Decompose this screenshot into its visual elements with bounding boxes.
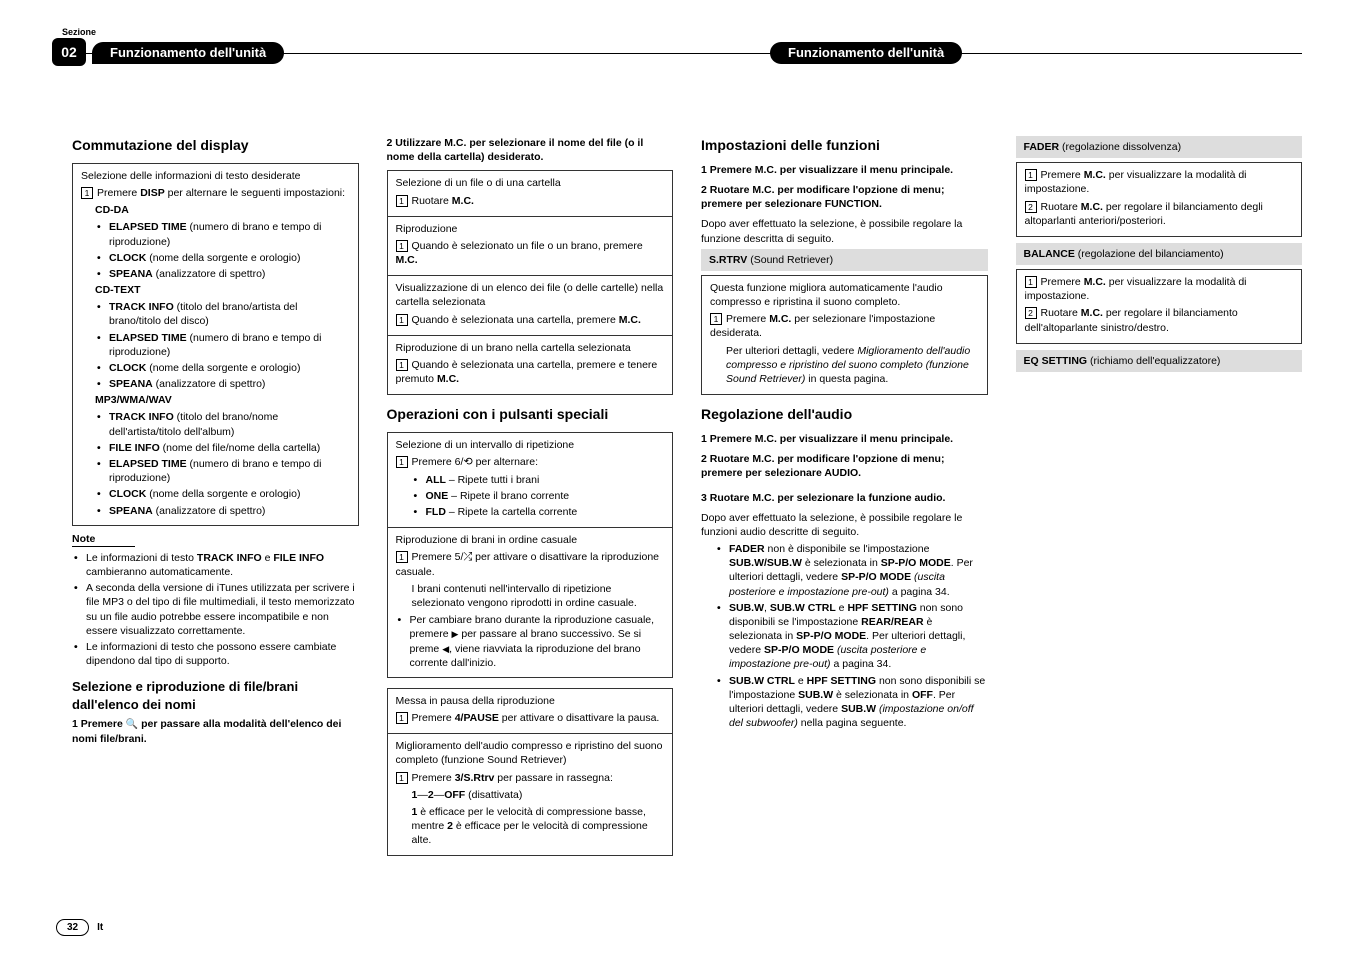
srtrv-press: Premere M.C. per selezionare l'impostazi… [710, 313, 935, 339]
row-title: Selezione di un file o di una cartella [396, 176, 665, 190]
balance-header: BALANCE (regolazione del bilanciamento) [1016, 243, 1303, 265]
retriever-body: Premere 3/S.Rtrv per passare in rassegna… [412, 772, 613, 784]
press-disp: Premere DISP per alternare le seguenti i… [97, 187, 345, 199]
imp-step1: 1 Premere M.C. per visualizzare il menu … [701, 163, 988, 177]
reg-step3: 3 Ruotare M.C. per selezionare la funzio… [701, 491, 988, 505]
reg-step1: 1 Premere M.C. per visualizzare il menu … [701, 432, 988, 446]
page-number: 32 [56, 919, 89, 937]
row-body: Quando è selezionata una cartella, preme… [412, 314, 641, 326]
header-tab-right: Funzionamento dell'unità [770, 42, 962, 64]
cdda-label: CD-DA [81, 203, 350, 217]
step-1: 1 Premere per passare alla modalità dell… [72, 717, 359, 746]
notes-list: Le informazioni di testo TRACK INFO e FI… [72, 551, 359, 668]
srtrv-box: Questa funzione migliora automaticamente… [701, 275, 988, 395]
row-body: Quando è selezionata una cartella, preme… [396, 359, 658, 385]
page-footer: 32 It [56, 919, 103, 937]
row-title: Riproduzione [396, 222, 665, 236]
shuffle-icon [463, 551, 472, 563]
retriever-line: 1—2—OFF (disattivata) [396, 788, 665, 802]
note-heading: Note [72, 532, 135, 547]
row-title: Visualizzazione di un elenco dei file (o… [396, 281, 665, 309]
imp-step2-text: Dopo aver effettuato la selezione, è pos… [701, 217, 988, 245]
repeat-icon [463, 456, 472, 468]
row-body: Quando è selezionato un file o un brano,… [396, 240, 643, 266]
retriever-note: 1 è efficace per le velocità di compress… [396, 805, 665, 848]
section-badge: 02 [52, 38, 86, 66]
row-body: Ruotare M.C. [412, 195, 474, 207]
cdtext-list: TRACK INFO (titolo del brano/artista del… [81, 300, 350, 391]
heading-regolazione: Regolazione dell'audio [701, 405, 988, 424]
interval-press: Premere 6/ per alternare: [412, 456, 539, 468]
mc-box: Selezione di un file o di una cartella 1… [387, 170, 674, 395]
heading-commutazione: Commutazione del display [72, 136, 359, 155]
page-columns: Commutazione del display Selezione delle… [72, 136, 1302, 924]
retriever-title: Miglioramento dell'audio compresso e rip… [396, 739, 665, 767]
heading-selezione: Selezione e riproduzione di file/brani d… [72, 678, 359, 713]
reg-step3-text: Dopo aver effettuato la selezione, è pos… [701, 511, 988, 539]
audio-notes: FADER non è disponibile se l'impostazion… [701, 542, 988, 730]
fader-header: FADER (regolazione dissolvenza) [1016, 136, 1303, 158]
random-bullet: Per cambiare brano durante la riproduzio… [410, 613, 665, 670]
heading-impostazioni: Impostazioni delle funzioni [701, 136, 988, 155]
balance-box: 1Premere M.C. per visualizzare la modali… [1016, 269, 1303, 344]
section-label: Sezione [62, 26, 96, 38]
reg-step2: 2 Ruotare M.C. per modificare l'opzione … [701, 452, 988, 480]
cdtext-label: CD-TEXT [81, 283, 350, 297]
search-icon [126, 718, 138, 730]
imp-step2: 2 Ruotare M.C. per modificare l'opzione … [701, 183, 988, 211]
mp3-label: MP3/WMA/WAV [81, 393, 350, 407]
special-box: Selezione di un intervallo di ripetizion… [387, 432, 674, 678]
srtrv-note: Per ulteriori dettagli, vedere Miglioram… [710, 344, 979, 387]
row-title: Riproduzione di un brano nella cartella … [396, 341, 665, 355]
fader-step1: Premere M.C. per visualizzare la modalit… [1025, 169, 1247, 195]
interval-title: Selezione di un intervallo di ripetizion… [396, 438, 665, 452]
page-lang: It [97, 921, 103, 935]
random-title: Riproduzione di brani in ordine casuale [396, 533, 665, 547]
fader-box: 1Premere M.C. per visualizzare la modali… [1016, 162, 1303, 237]
sel-info-title: Selezione delle informazioni di testo de… [81, 169, 350, 183]
heading-operazioni: Operazioni con i pulsanti speciali [387, 405, 674, 424]
srtrv-header: S.RTRV (Sound Retriever) [701, 249, 988, 271]
display-box: Selezione delle informazioni di testo de… [72, 163, 359, 526]
pause-title: Messa in pausa della riproduzione [396, 694, 665, 708]
bal-step2: Ruotare M.C. per regolare il bilanciamen… [1025, 307, 1238, 333]
fader-step2: Ruotare M.C. per regolare il bilanciamen… [1025, 201, 1263, 227]
srtrv-desc: Questa funzione migliora automaticamente… [710, 281, 979, 309]
random-press: Premere 5/ per attivare o disattivare la… [396, 551, 660, 578]
pause-box: Messa in pausa della riproduzione 1Preme… [387, 688, 674, 857]
step-2: 2 Utilizzare M.C. per selezionare il nom… [387, 136, 674, 164]
mp3-list: TRACK INFO (titolo del brano/nome dell'a… [81, 410, 350, 517]
bal-step1: Premere M.C. per visualizzare la modalit… [1025, 276, 1247, 302]
header-tab-left: Funzionamento dell'unità [92, 42, 284, 64]
random-note: I brani contenuti nell'intervallo di rip… [396, 582, 665, 610]
step-marker: 1 [81, 187, 93, 199]
cdda-list: ELAPSED TIME (numero di brano e tempo di… [81, 220, 350, 281]
pause-body: Premere 4/PAUSE per attivare o disattiva… [412, 712, 660, 724]
eq-header: EQ SETTING (richiamo dell'equalizzatore) [1016, 350, 1303, 372]
